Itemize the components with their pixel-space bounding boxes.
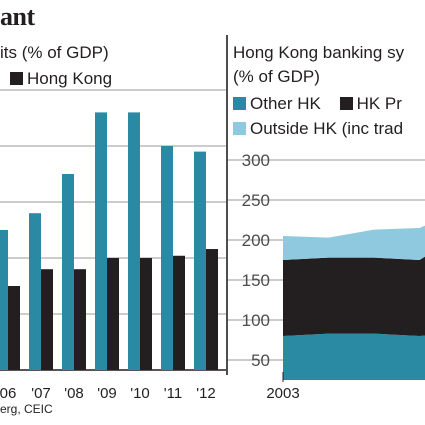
left-x-tick-label: '07 (31, 385, 51, 402)
left-x-tick-label: '10 (130, 385, 150, 402)
area-hk-pr (283, 256, 425, 336)
bar-series-1-08 (62, 174, 74, 370)
left-x-tick-label: '08 (64, 385, 84, 402)
legend-label-hk-pr: HK Pr (356, 94, 402, 113)
right-chart-subtitle: (% of GDP) (233, 67, 320, 86)
bar-hong-kong-11 (173, 255, 185, 370)
legend-label-hong-kong: Hong Kong (27, 69, 113, 88)
bar-series-1-10 (128, 112, 140, 371)
source-note: erg, CEIC (0, 402, 53, 416)
bar-series-1-09 (95, 112, 107, 371)
legend-label-other-hk: Other HK (250, 94, 321, 113)
left-bar-chart: 06 '07 '08 '09 '10 '11 '12 (0, 89, 226, 402)
right-y-tick-label: 200 (242, 231, 270, 250)
left-x-tick-label: '09 (97, 385, 117, 402)
bar-hong-kong-07 (41, 269, 53, 370)
left-x-tick-label: '12 (196, 385, 216, 402)
bar-series-1-11 (161, 146, 173, 370)
right-y-tick-label: 100 (242, 311, 270, 330)
right-y-tick-label: 50 (251, 351, 270, 370)
right-chart-title: Hong Kong banking sy (233, 43, 405, 62)
bar-hong-kong-09 (107, 258, 119, 370)
left-chart-title: its (% of GDP) (0, 43, 109, 62)
right-legend-row-1: Other HK HK Pr (233, 94, 402, 114)
legend-label-outside-hk: Outside HK (inc trad (250, 119, 404, 138)
bar-series-1-12 (194, 151, 206, 370)
area-outside-hk-inc-trad (283, 225, 425, 260)
legend-swatch-hk-pr (339, 97, 353, 110)
bar-hong-kong-08 (74, 269, 86, 370)
left-legend: Hong Kong (10, 69, 112, 89)
right-y-tick-label: 300 (242, 151, 270, 170)
left-x-tick-label: 06 (0, 385, 16, 402)
headline: ant (0, 2, 35, 31)
left-x-tick-label: '11 (164, 385, 182, 402)
legend-swatch-hong-kong (10, 72, 23, 85)
bar-series-1-06 (0, 230, 8, 370)
bar-hong-kong-10 (140, 258, 152, 370)
legend-swatch-outside-hk (233, 122, 246, 135)
right-x-tick-label: 2003 (266, 385, 299, 402)
bar-hong-kong-06 (8, 286, 20, 370)
bar-series-1-07 (29, 213, 41, 370)
chart-divider (226, 35, 228, 375)
right-y-tick-label: 150 (242, 271, 270, 290)
legend-swatch-other-hk (233, 97, 246, 110)
bar-hong-kong-12 (206, 249, 218, 370)
area-other-hk (283, 333, 425, 380)
right-y-tick-label: 250 (242, 191, 270, 210)
right-legend-row-2: Outside HK (inc trad (233, 119, 403, 139)
right-area-chart: 50 100 150 200 250 300 2003 (228, 151, 425, 402)
